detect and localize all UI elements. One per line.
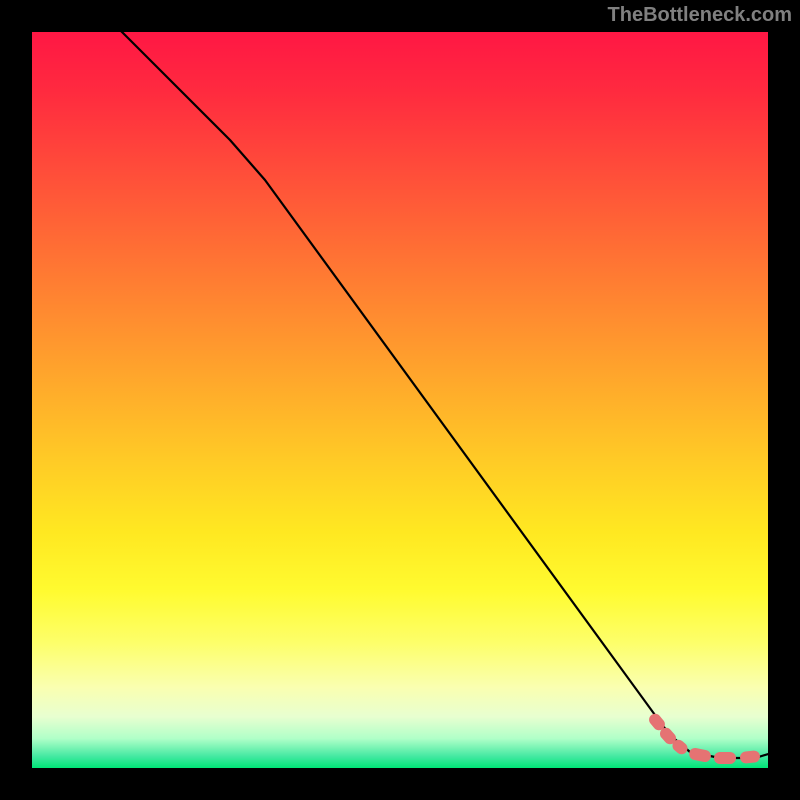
watermark-text: TheBottleneck.com (608, 4, 792, 27)
curve-marker (688, 747, 712, 763)
curve-marker (714, 752, 736, 764)
curve-marker (739, 750, 760, 764)
plot-overlay (0, 0, 800, 800)
plot-area (32, 32, 768, 768)
bottleneck-curve (90, 0, 800, 758)
curve-marker (769, 745, 782, 758)
chart-container: TheBottleneck.com (0, 0, 800, 800)
